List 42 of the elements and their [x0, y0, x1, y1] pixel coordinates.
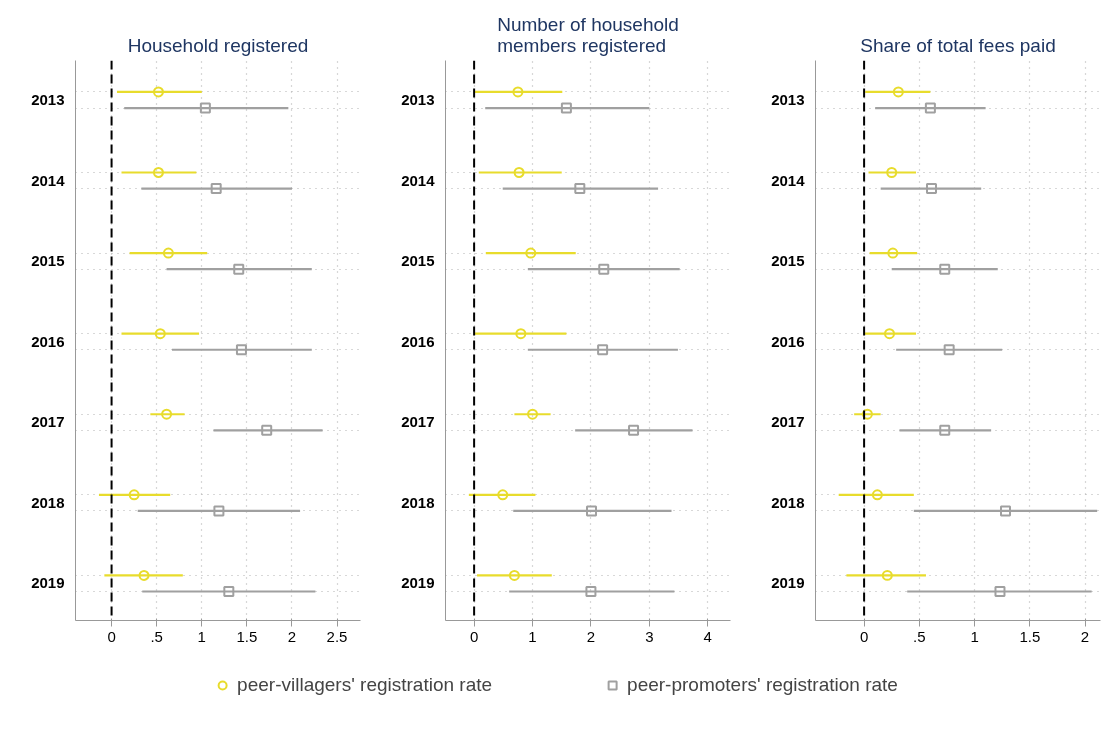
y-tick-label: 2017 — [31, 413, 65, 431]
x-tick-label: 1 — [970, 627, 979, 645]
y-tick-label: 2019 — [771, 574, 805, 592]
y-tick-label: 2018 — [401, 493, 435, 511]
y-tick-label: 2015 — [31, 252, 65, 270]
y-tick-label: 2016 — [401, 332, 435, 350]
chart-title: Number of household members registered — [497, 13, 679, 56]
y-tick-label: 2013 — [401, 90, 435, 108]
y-tick-label: 2018 — [31, 493, 65, 511]
y-tick-label: 2017 — [401, 413, 435, 431]
y-tick-label: 2019 — [31, 574, 65, 592]
y-tick-label: 2014 — [401, 171, 436, 189]
x-tick-label: 2.5 — [326, 627, 348, 645]
x-tick-label: 1 — [197, 627, 206, 645]
x-tick-label: .5 — [150, 627, 163, 645]
y-tick-label: 2016 — [771, 332, 805, 350]
chart-title: Household registered — [127, 34, 309, 56]
y-tick-label: 2017 — [771, 413, 805, 431]
y-tick-label: 2018 — [771, 493, 805, 511]
x-tick-label: 2 — [586, 627, 596, 645]
y-tick-label: 2015 — [771, 252, 805, 270]
x-tick-label: .5 — [913, 627, 926, 645]
y-tick-label: 2019 — [401, 574, 435, 592]
x-tick-label: 1.5 — [1019, 627, 1041, 645]
legend-label: peer-villagers' registration rate — [237, 674, 493, 696]
y-tick-label: 2013 — [771, 90, 805, 108]
x-tick-label: 0 — [859, 627, 869, 645]
x-tick-label: 3 — [645, 627, 654, 645]
y-tick-label: 2014 — [31, 171, 66, 189]
x-tick-label: 2 — [1080, 627, 1090, 645]
y-tick-label: 2015 — [401, 252, 435, 270]
legend-label: peer-promoters' registration rate — [627, 674, 898, 696]
x-tick-label: 1 — [528, 627, 537, 645]
chart-title: Share of total fees paid — [860, 34, 1056, 56]
x-tick-label: 4 — [703, 627, 712, 645]
y-tick-label: 2016 — [31, 332, 65, 350]
y-tick-label: 2013 — [31, 90, 65, 108]
x-tick-label: 0 — [469, 627, 479, 645]
y-tick-label: 2014 — [771, 171, 806, 189]
x-tick-label: 2 — [287, 627, 297, 645]
x-tick-label: 0 — [107, 627, 116, 645]
x-tick-label: 1.5 — [236, 627, 258, 645]
